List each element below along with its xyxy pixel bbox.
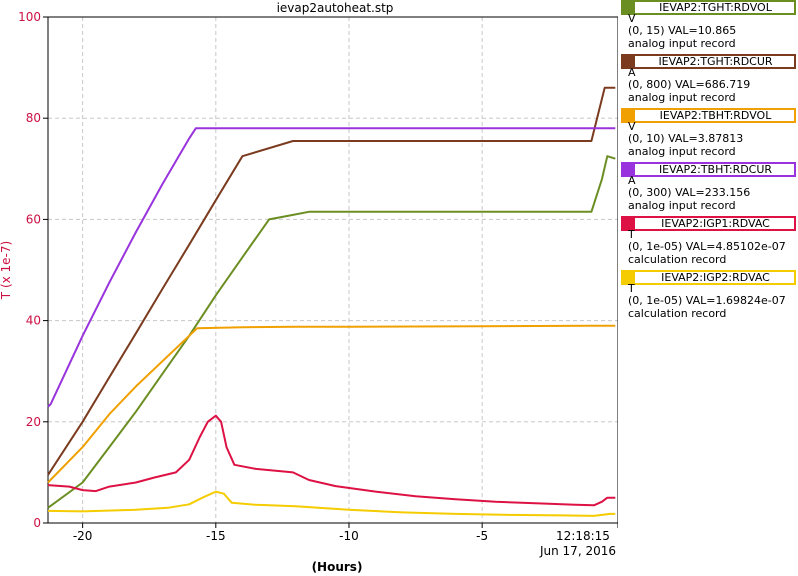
legend-record-type: analog input record [628,199,736,212]
legend-series-name: IEVAP2:TBHT:RDCUR [658,163,773,176]
legend-color-swatch [623,164,635,175]
legend-color-swatch [623,110,635,121]
legend-color-swatch [623,56,635,67]
legend-unit: V [628,12,636,25]
legend-name-box: IEVAP2:IGP1:RDVAC [621,216,796,231]
legend-name-box: IEVAP2:TBHT:RDCUR [621,162,796,177]
x-tick-label: -15 [206,529,226,543]
series-line-ievap2-igp2-rdvac [47,490,616,517]
axis-ticks: 0 20 40 60 80 100 -20 -15 -10 -5 [18,10,618,543]
chart-title: ievap2autoheat.stp [277,1,394,15]
legend-range-value: (0, 800) VAL=686.719 [628,78,751,91]
y-axis-label: T (x 1e-7) [0,241,13,300]
legend-entry: IEVAP2:IGP1:RDVAC T (0, 1e-05) VAL=4.85102… [621,216,798,270]
legend-entry: IEVAP2:IGP2:RDVAC T (0, 1e-05) VAL=1.69824… [621,270,798,324]
legend-name-box: IEVAP2:IGP2:RDVAC [621,270,796,285]
legend-color-swatch [623,218,635,229]
legend-name-box: IEVAP2:TBHT:RDVOL [621,108,796,123]
legend-entry: IEVAP2:TGHT:RDCUR A (0, 800) VAL=686.719 an… [621,54,798,108]
series-line-ievap2-igp1-rdvac [47,414,616,507]
legend-series-name: IEVAP2:TGHT:RDCUR [658,55,773,68]
legend-unit: V [628,120,636,133]
legend-color-swatch [623,272,635,283]
legend-series-name: IEVAP2:IGP2:RDVAC [661,271,770,284]
series-line-ievap2-tght-rdcur [47,86,616,476]
legend-record-type: analog input record [628,145,736,158]
legend-name-box: IEVAP2:TGHT:RDCUR [621,54,796,69]
legend-series-name: IEVAP2:TGHT:RDVOL [659,1,772,14]
y-tick-label: 60 [26,212,41,226]
y-tick-label: 40 [26,314,41,328]
series-line-ievap2-tbht-rdcur [47,127,616,408]
y-tick-label: 100 [18,10,41,24]
legend: IEVAP2:TGHT:RDVOL V (0, 15) VAL=10.865 anal… [621,0,798,324]
legend-name-box: IEVAP2:TGHT:RDVOL [621,0,796,15]
legend-range-value: (0, 10) VAL=3.87813 [628,132,744,145]
end-time-label: 12:18:15 [556,529,610,543]
x-tick-label: -20 [73,529,93,543]
chart: 0 20 40 60 80 100 -20 -15 -10 -5 ievap2autoheat.s… [0,1,618,574]
legend-record-type: analog input record [628,91,736,104]
legend-record-type: calculation record [628,307,727,320]
series-line-ievap2-tbht-rdvol [47,324,616,484]
legend-range-value: (0, 1e-05) VAL=1.69824e-07 [628,294,786,307]
legend-range-value: (0, 15) VAL=10.865 [628,24,737,37]
y-tick-label: 0 [33,516,41,530]
legend-color-swatch [623,2,635,13]
legend-range-value: (0, 300) VAL=233.156 [628,186,751,199]
legend-record-type: calculation record [628,253,727,266]
legend-unit: T [628,282,635,295]
legend-range-value: (0, 1e-05) VAL=4.85102e-07 [628,240,786,253]
legend-entry: IEVAP2:TBHT:RDVOL V (0, 10) VAL=3.87813 ana… [621,108,798,162]
series-line-ievap2-tght-rdvol [47,155,616,509]
end-date-label: Jun 17, 2016 [539,544,616,558]
x-tick-label: -5 [476,529,488,543]
x-axis-label: (Hours) [312,560,363,574]
legend-record-type: analog input record [628,37,736,50]
legend-unit: T [628,228,635,241]
legend-entry: IEVAP2:TGHT:RDVOL V (0, 15) VAL=10.865 anal… [621,0,798,54]
y-tick-label: 20 [26,415,41,429]
series-lines [47,86,616,517]
legend-series-name: IEVAP2:TBHT:RDVOL [659,109,772,122]
plot-frame [47,16,618,524]
legend-unit: A [628,66,636,79]
x-tick-label: -10 [339,529,359,543]
legend-entry: IEVAP2:TBHT:RDCUR A (0, 300) VAL=233.156 an… [621,162,798,216]
grid [48,17,618,523]
legend-unit: A [628,174,636,187]
y-tick-label: 80 [26,111,41,125]
legend-series-name: IEVAP2:IGP1:RDVAC [661,217,770,230]
